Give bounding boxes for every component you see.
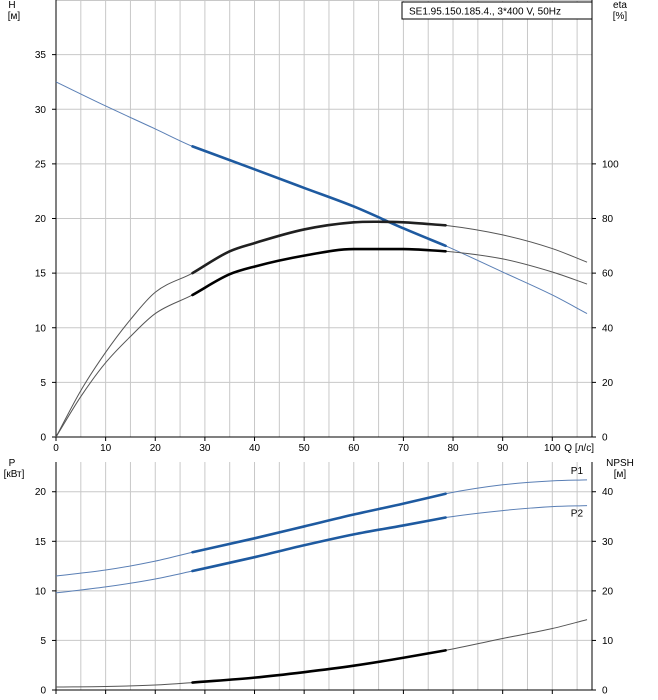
- y-tick-label-right: 40: [602, 487, 614, 498]
- x-tick-label: 10: [100, 443, 112, 454]
- series-operating-range: [191, 492, 447, 554]
- y-tick-label-left: 5: [40, 378, 46, 389]
- series-line: [55, 505, 588, 594]
- y-axis-label-left: P: [9, 458, 16, 469]
- chart-title: SE1.95.150.185.4., 3*400 V, 50Hz: [409, 7, 561, 18]
- y-tick-label-right: 10: [602, 636, 614, 647]
- y-tick-label-right: 20: [602, 378, 614, 389]
- y-tick-label-left: 20: [35, 214, 47, 225]
- x-tick-label: 30: [199, 443, 211, 454]
- series-line: [55, 248, 588, 438]
- y-axis-unit-right: [%]: [613, 11, 628, 22]
- series-operating-range: [191, 247, 447, 297]
- x-tick-label: 50: [299, 443, 311, 454]
- y-tick-label-left: 35: [35, 50, 47, 61]
- series-label: P1: [571, 466, 584, 477]
- y-tick-label-right: 30: [602, 537, 614, 548]
- series-label: P2: [571, 509, 584, 520]
- y-tick-label-right: 60: [602, 269, 614, 280]
- y-tick-label-left: 5: [40, 636, 46, 647]
- y-tick-label-left: 15: [35, 269, 47, 280]
- head-efficiency-chart: 0 10 20 30 40 50 60 70 80 90 100 Q [л/с]05101520253…: [8, 0, 628, 454]
- y-axis-unit-right: [м]: [614, 469, 627, 480]
- x-tick-label: 0: [53, 443, 59, 454]
- y-tick-label-right: 40: [602, 323, 614, 334]
- y-axis-unit-left: [м]: [8, 11, 21, 22]
- x-tick-label: 80: [447, 443, 459, 454]
- series-operating-range: [191, 516, 447, 573]
- y-tick-label-left: 25: [35, 159, 47, 170]
- y-axis-label-right: NPSH: [606, 458, 634, 469]
- y-tick-label-right: 80: [602, 214, 614, 225]
- x-axis-label: Q [л/с]: [564, 443, 594, 454]
- y-tick-label-left: 10: [35, 586, 47, 597]
- series-operating-range: [191, 145, 447, 248]
- x-tick-label: 70: [398, 443, 410, 454]
- y-tick-label-left: 30: [35, 105, 47, 116]
- x-tick-label: 20: [150, 443, 162, 454]
- series-line: [55, 479, 588, 577]
- power-npsh-chart: 0 5 10 15 20 0 10 20 30 40 P[кВт] NPSH[м] P1 P2: [4, 458, 634, 697]
- series-operating-range: [191, 220, 447, 275]
- x-tick-label: 100: [544, 443, 561, 454]
- title-box-frame: [401, 1, 593, 20]
- y-tick-label-right: 0: [602, 686, 608, 697]
- x-tick-label: 60: [348, 443, 360, 454]
- x-tick-label: 90: [497, 443, 509, 454]
- y-axis-unit-left: [кВт]: [4, 469, 25, 480]
- series-line: [55, 619, 588, 688]
- y-tick-label-left: 10: [35, 323, 47, 334]
- series-operating-range: [191, 649, 447, 684]
- series-line: [55, 221, 588, 438]
- series-line: [55, 81, 588, 314]
- y-axis-label-right: eta: [613, 0, 627, 11]
- y-tick-label-right: 20: [602, 586, 614, 597]
- y-tick-label-left: 0: [40, 686, 46, 697]
- x-tick-label: 40: [249, 443, 261, 454]
- y-axis-label-left: H: [8, 0, 15, 11]
- y-tick-label-right: 100: [602, 159, 619, 170]
- y-tick-label-left: 15: [35, 537, 47, 548]
- chart-title-box: SE1.95.150.185.4., 3*400 V, 50Hz: [401, 1, 593, 20]
- y-tick-label-left: 0: [40, 433, 46, 444]
- y-tick-label-left: 20: [35, 487, 47, 498]
- y-tick-label-right: 0: [602, 433, 608, 444]
